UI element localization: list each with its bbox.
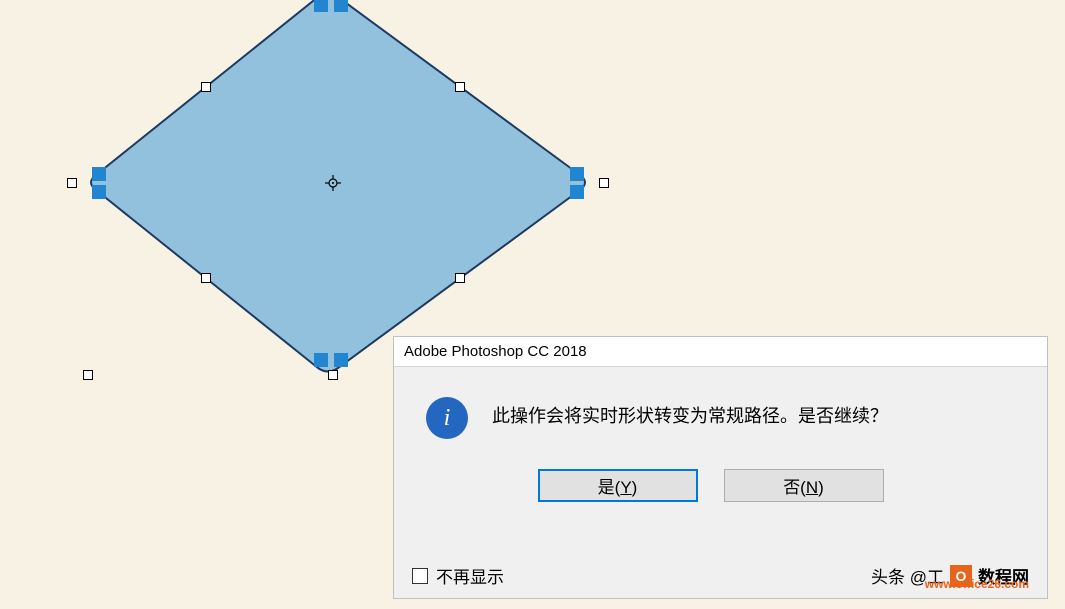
- corner-round-bottom-l[interactable]: [314, 353, 328, 367]
- confirm-dialog: Adobe Photoshop CC 2018 i 此操作会将实时形状转变为常规…: [393, 336, 1048, 599]
- corner-round-right-t[interactable]: [570, 167, 584, 181]
- edge-handle-se[interactable]: [455, 273, 465, 283]
- dialog-title: Adobe Photoshop CC 2018: [404, 343, 587, 360]
- yes-button[interactable]: 是(Y): [538, 469, 698, 502]
- dont-show-checkbox[interactable]: [412, 568, 428, 584]
- dialog-body: i 此操作会将实时形状转变为常规路径。是否继续？: [394, 367, 1047, 459]
- transform-handle-s[interactable]: [328, 370, 338, 380]
- transform-center-marker[interactable]: [325, 175, 341, 191]
- transform-handle-e[interactable]: [599, 178, 609, 188]
- dialog-titlebar[interactable]: Adobe Photoshop CC 2018: [394, 337, 1047, 367]
- dont-show-label: 不再显示: [436, 563, 504, 588]
- corner-round-top-r[interactable]: [334, 0, 348, 12]
- edge-handle-ne[interactable]: [455, 82, 465, 92]
- dont-show-again[interactable]: 不再显示: [412, 563, 504, 588]
- dialog-message: 此操作会将实时形状转变为常规路径。是否继续？: [492, 403, 888, 430]
- edge-handle-sw[interactable]: [201, 273, 211, 283]
- corner-round-right-b[interactable]: [570, 185, 584, 199]
- info-icon: i: [426, 397, 468, 439]
- dialog-footer: 不再显示 头条 @工 O 数程网 www.office26.com: [412, 563, 1029, 588]
- no-button-label: 否(N): [783, 473, 824, 498]
- watermark: 头条 @工 O 数程网 www.office26.com: [871, 563, 1029, 588]
- corner-round-left-t[interactable]: [92, 167, 106, 181]
- edge-handle-nw[interactable]: [201, 82, 211, 92]
- transform-handle-w[interactable]: [67, 178, 77, 188]
- transform-handle-sw[interactable]: [83, 370, 93, 380]
- corner-round-bottom-r[interactable]: [334, 353, 348, 367]
- yes-button-label: 是(Y): [598, 473, 638, 498]
- corner-round-top-l[interactable]: [314, 0, 328, 12]
- no-button[interactable]: 否(N): [724, 469, 884, 502]
- dialog-buttons: 是(Y) 否(N): [394, 469, 1047, 502]
- watermark-url: www.office26.com: [925, 577, 1029, 591]
- corner-round-left-b[interactable]: [92, 185, 106, 199]
- diamond-shape[interactable]: [70, 0, 606, 390]
